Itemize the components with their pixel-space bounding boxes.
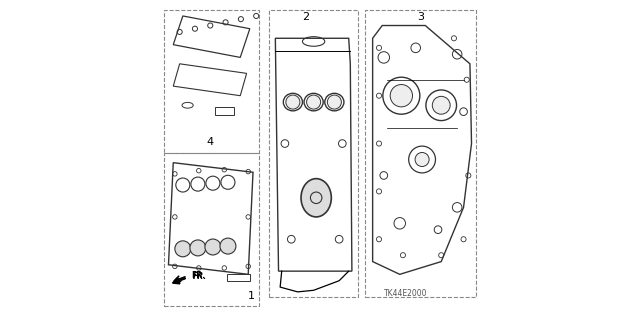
Circle shape: [205, 239, 221, 255]
Ellipse shape: [301, 179, 332, 217]
Text: 4: 4: [206, 137, 214, 147]
Bar: [227, 274, 250, 281]
Text: 1: 1: [248, 292, 255, 301]
Circle shape: [327, 95, 341, 109]
Text: 3: 3: [417, 12, 424, 22]
Text: TK44E2000: TK44E2000: [385, 289, 428, 298]
Circle shape: [415, 152, 429, 167]
Circle shape: [220, 238, 236, 254]
Text: FR.: FR.: [193, 272, 207, 281]
Circle shape: [307, 95, 321, 109]
Text: FR.: FR.: [191, 271, 205, 280]
Bar: [215, 107, 234, 115]
Circle shape: [432, 96, 450, 114]
Circle shape: [175, 241, 191, 257]
Text: 2: 2: [302, 12, 309, 22]
Circle shape: [190, 240, 206, 256]
Circle shape: [286, 95, 300, 109]
Circle shape: [390, 85, 413, 107]
